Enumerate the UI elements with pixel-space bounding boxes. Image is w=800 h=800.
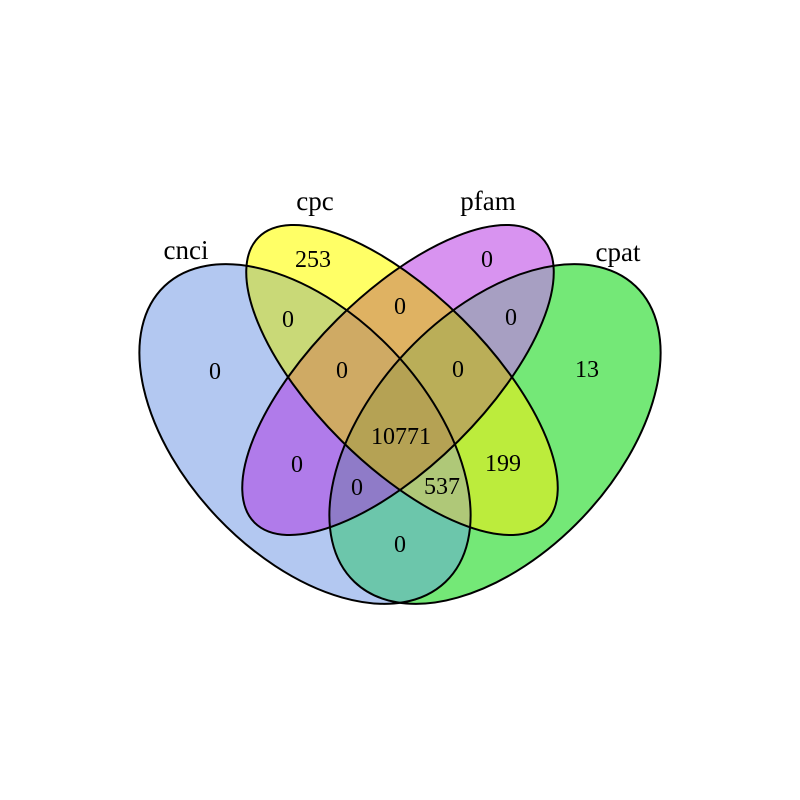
venn-ellipse-cpc xyxy=(245,223,559,537)
set-label-cpc: cpc xyxy=(296,186,333,216)
venn-ellipse-cpat xyxy=(328,263,662,605)
venn-ellipse-cnci xyxy=(138,263,472,605)
region-count-cpc-pfam-cpat: 0 xyxy=(452,357,464,383)
region-count-cnci-cpc-cpat: 537 xyxy=(424,474,460,500)
region-count-cnci-cpc-pfam-cpat: 10771 xyxy=(371,424,431,450)
venn-region-counts: 0 253 0 13 0 0 0 0 199 0 0 0 0 537 10771 xyxy=(209,247,599,558)
venn-ellipse-outlines xyxy=(138,223,662,605)
set-label-pfam: pfam xyxy=(460,186,515,216)
region-count-pfam: 0 xyxy=(481,247,493,273)
region-count-cnci: 0 xyxy=(209,359,221,385)
region-count-cnci-cpc-pfam: 0 xyxy=(336,358,348,384)
region-count-cnci-cpc: 0 xyxy=(282,307,294,333)
set-label-cpat: cpat xyxy=(596,237,641,267)
venn-ellipse-pfam xyxy=(241,223,555,537)
region-count-cnci-cpat: 0 xyxy=(394,532,406,558)
region-count-cpc-pfam: 0 xyxy=(394,294,406,320)
region-count-cnci-pfam: 0 xyxy=(291,452,303,478)
region-count-cpc: 253 xyxy=(295,247,331,273)
region-count-cnci-pfam-cpat: 0 xyxy=(351,475,363,501)
set-label-cnci: cnci xyxy=(164,235,209,265)
region-count-pfam-cpat: 0 xyxy=(505,305,517,331)
venn-set-labels: cnci cpc pfam cpat xyxy=(164,186,641,267)
region-count-cpat: 13 xyxy=(575,357,599,383)
region-count-cpc-cpat: 199 xyxy=(485,451,521,477)
